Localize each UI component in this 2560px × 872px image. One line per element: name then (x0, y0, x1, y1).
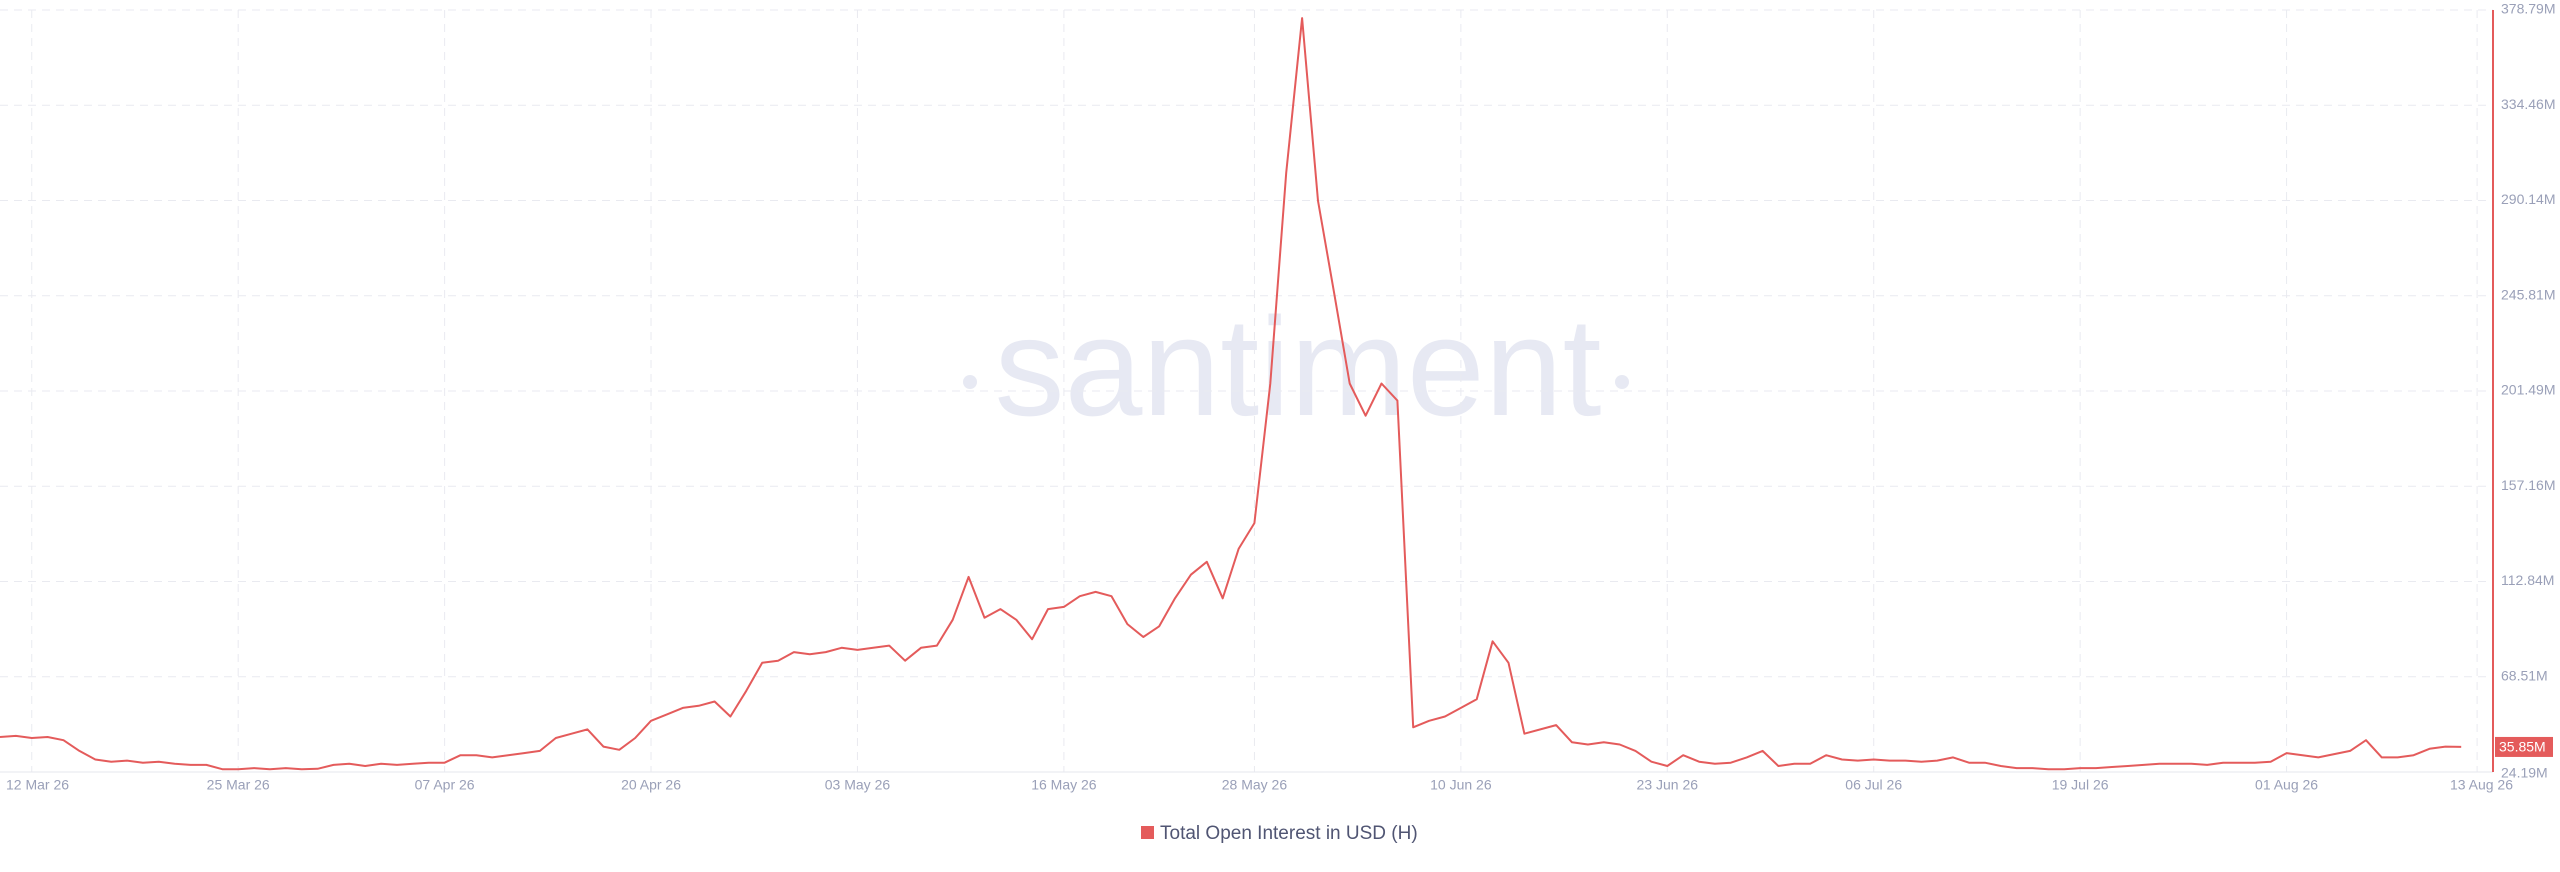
x-tick-label: 07 Apr 26 (415, 777, 475, 793)
y-tick-label: 112.84M (2501, 572, 2554, 588)
y-tick-label: 201.49M (2501, 382, 2555, 398)
y-tick-label: 334.46M (2501, 96, 2555, 112)
x-tick-label: 01 Aug 26 (2255, 777, 2318, 793)
legend-swatch (1141, 826, 1154, 839)
legend-label: Total Open Interest in USD (H) (1160, 823, 1418, 844)
x-tick-label: 16 May 26 (1031, 777, 1097, 793)
watermark-dot (1615, 375, 1629, 389)
current-value-label: 35.85M (2499, 739, 2546, 755)
x-tick-label: 19 Jul 26 (2052, 777, 2109, 793)
y-tick-label: 245.81M (2501, 286, 2555, 302)
y-tick-label: 24.19M (2501, 765, 2548, 781)
x-tick-label: 06 Jul 26 (1845, 777, 1902, 793)
y-tick-label: 157.16M (2501, 477, 2555, 493)
x-tick-label: 23 Jun 26 (1637, 777, 1699, 793)
series-line (0, 17, 2462, 771)
x-tick-label: 25 Mar 26 (207, 777, 270, 793)
x-tick-label: 10 Jun 26 (1430, 777, 1492, 793)
y-tick-label: 68.51M (2501, 667, 2548, 683)
x-tick-label: 03 May 26 (825, 777, 891, 793)
x-tick-label: 20 Apr 26 (621, 777, 681, 793)
x-tick-label: 28 May 26 (1222, 777, 1288, 793)
x-tick-label: 13 Aug 26 (2450, 777, 2513, 793)
watermark-dot (963, 375, 977, 389)
x-tick-label: 12 Mar 26 (6, 777, 69, 793)
watermark: santiment (995, 288, 1602, 445)
current-value-box (2495, 736, 2553, 757)
y-tick-label: 290.14M (2501, 191, 2555, 207)
y-tick-label: 378.79M (2501, 1, 2555, 17)
